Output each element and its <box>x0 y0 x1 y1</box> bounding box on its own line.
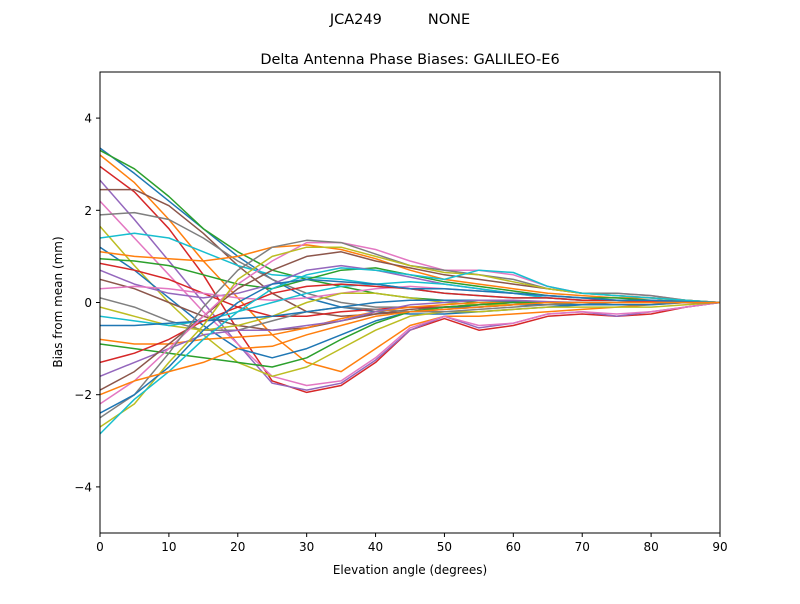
y-tick-label: −4 <box>74 480 92 494</box>
x-tick-label: 80 <box>643 540 658 554</box>
suptitle: JCA249 NONE <box>329 12 470 28</box>
x-tick-label: 70 <box>575 540 590 554</box>
x-tick-label: 30 <box>299 540 314 554</box>
series-line-5 <box>100 179 720 391</box>
series-line-3 <box>100 149 720 304</box>
x-tick-label: 10 <box>161 540 176 554</box>
x-tick-label: 20 <box>230 540 245 554</box>
x-tick-label: 50 <box>437 540 452 554</box>
series-line-30 <box>100 267 720 435</box>
x-tick-label: 60 <box>506 540 521 554</box>
chart-title: Delta Antenna Phase Biases: GALILEO-E6 <box>260 52 559 68</box>
x-tick-label: 0 <box>96 540 104 554</box>
x-tick-label: 40 <box>368 540 383 554</box>
y-tick-label: 2 <box>84 204 92 218</box>
y-tick-label: −2 <box>74 388 92 402</box>
series-line-27 <box>100 241 720 405</box>
y-tick-label: 0 <box>84 296 92 310</box>
x-tick-label: 90 <box>712 540 727 554</box>
series-line-14 <box>100 262 720 318</box>
series-line-7 <box>100 200 720 387</box>
y-tick-label: 4 <box>84 112 92 126</box>
series-lines <box>100 147 720 435</box>
axes-frame <box>99 71 721 534</box>
axis-ticks: 0 10 20 30 40 50 60 70 80 90 −4 −2 0 2 4 <box>74 112 727 554</box>
series-line-31 <box>100 278 720 414</box>
y-axis-label: Bias from mean (mm) <box>51 236 65 367</box>
series-line-4 <box>100 165 720 394</box>
x-axis-label: Elevation angle (degrees) <box>333 563 487 577</box>
series-line-32 <box>100 301 720 396</box>
